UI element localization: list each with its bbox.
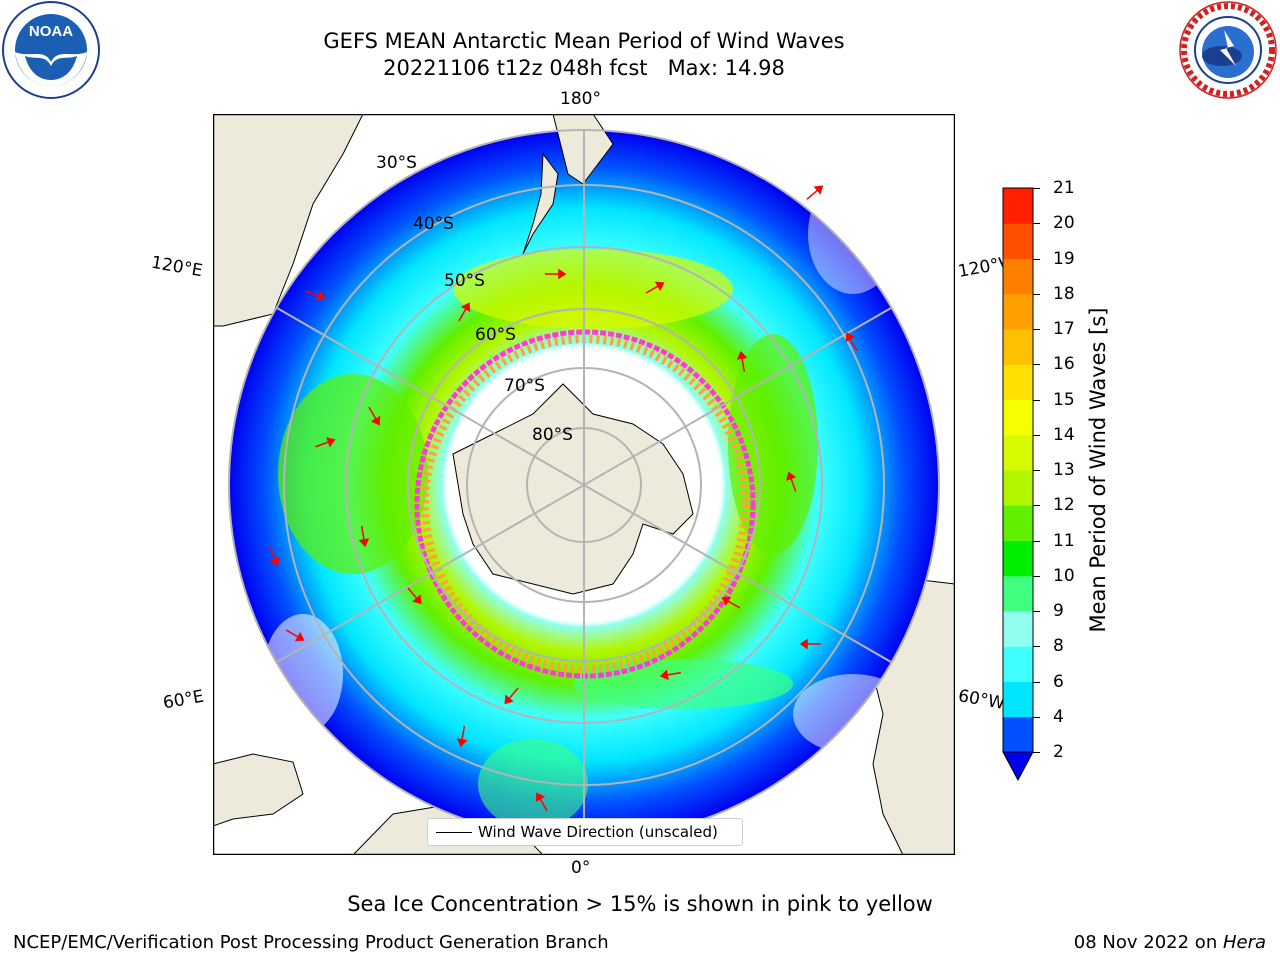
colorbar-segment	[1003, 505, 1033, 541]
colorbar-tick-mark	[1033, 646, 1040, 648]
colorbar-tick-label: 16	[1053, 354, 1075, 375]
colorbar-segment	[1003, 223, 1033, 259]
colorbar-segment	[1003, 611, 1033, 647]
colorbar-segment	[1003, 399, 1033, 436]
colorbar-tick-mark	[1033, 540, 1040, 542]
legend-line-swatch	[436, 832, 472, 833]
colorbar-segment	[1003, 188, 1033, 224]
lat-label-40s: 40°S	[413, 214, 454, 234]
colorbar	[1002, 187, 1034, 782]
colorbar-segment	[1003, 364, 1033, 400]
lon-label-bottom: 0°	[571, 858, 591, 878]
colorbar-segment	[1003, 681, 1033, 718]
polar-map	[213, 114, 955, 855]
colorbar-segment	[1003, 293, 1033, 330]
colorbar-tick-label: 20	[1053, 213, 1075, 234]
legend-label: Wind Wave Direction (unscaled)	[478, 823, 718, 841]
colorbar-segment	[1003, 329, 1033, 365]
colorbar-tick-mark	[1033, 293, 1040, 295]
nws-logo	[1179, 1, 1277, 99]
colorbar-tick-mark	[1033, 434, 1040, 436]
map-legend: Wind Wave Direction (unscaled)	[427, 818, 743, 846]
colorbar-tick-mark	[1033, 188, 1040, 189]
colorbar-tick-label: 14	[1053, 424, 1075, 445]
lat-label-70s: 70°S	[504, 376, 545, 396]
colorbar-tick-mark	[1033, 505, 1040, 507]
colorbar-tick-mark	[1033, 752, 1040, 753]
graticule	[228, 129, 940, 841]
colorbar-segment	[1003, 540, 1033, 577]
colorbar-tick-mark	[1033, 470, 1040, 471]
lon-label-top: 180°	[560, 89, 601, 109]
antarctica	[452, 383, 694, 595]
colorbar-tick-mark	[1033, 399, 1040, 401]
colorbar-tick-label: 6	[1053, 671, 1064, 692]
colorbar-tick-label: 11	[1053, 530, 1075, 551]
noaa-logo-text: NOAA	[29, 23, 73, 40]
colorbar-segment	[1003, 716, 1033, 753]
colorbar-tick-label: 13	[1053, 460, 1075, 480]
colorbar-tick-mark	[1033, 716, 1040, 718]
colorbar-tick-label: 9	[1053, 601, 1064, 621]
lat-label-50s: 50°S	[444, 271, 485, 291]
colorbar-tick-label: 12	[1053, 495, 1075, 516]
lon-label-120e: 120°E	[149, 252, 205, 282]
colorbar-tick-label: 4	[1053, 706, 1064, 727]
plot-title: GEFS MEAN Antarctic Mean Period of Wind …	[323, 29, 845, 53]
colorbar-tick-label: 2	[1053, 742, 1064, 762]
colorbar-tick-mark	[1033, 223, 1040, 225]
footer-right: 08 Nov 2022 on Hera	[1073, 932, 1266, 953]
colorbar-tick-label: 8	[1053, 636, 1064, 657]
colorbar-tick-label: 18	[1053, 283, 1075, 304]
plot-subtitle: 20221106 t12z 048h fcst Max: 14.98	[383, 56, 785, 80]
colorbar-segment	[1003, 258, 1033, 295]
colorbar-segment	[1003, 575, 1033, 612]
colorbar-tick-mark	[1033, 329, 1040, 330]
colorbar-tick-mark	[1033, 681, 1040, 683]
colorbar-tick-mark	[1033, 611, 1040, 612]
colorbar-segment	[1003, 646, 1033, 682]
footer-left: NCEP/EMC/Verification Post Processing Pr…	[13, 932, 609, 953]
colorbar-tick-mark	[1033, 258, 1040, 260]
colorbar-tick-mark	[1033, 575, 1040, 577]
colorbar-under-triangle	[1002, 751, 1034, 782]
colorbar-tick-label: 15	[1053, 389, 1075, 410]
lon-label-60e: 60°E	[161, 686, 206, 714]
colorbar-segment	[1003, 470, 1033, 506]
colorbar-tick-label: 19	[1053, 248, 1075, 269]
colorbar-tick-mark	[1033, 364, 1040, 366]
colorbar-tick-label: 10	[1053, 565, 1075, 586]
lat-label-80s: 80°S	[532, 425, 573, 445]
wind-wave-direction-arrows	[269, 185, 858, 812]
colorbar-segment	[1003, 434, 1033, 471]
colorbar-tick-label: 17	[1053, 319, 1075, 339]
sea-ice-note: Sea Ice Concentration > 15% is shown in …	[347, 892, 933, 916]
lon-label-60w: 60°W	[956, 686, 1007, 714]
lat-label-30s: 30°S	[376, 153, 417, 173]
lat-label-60s: 60°S	[475, 325, 516, 345]
colorbar-tick-label: 21	[1053, 178, 1075, 198]
noaa-logo: NOAA	[2, 1, 100, 99]
